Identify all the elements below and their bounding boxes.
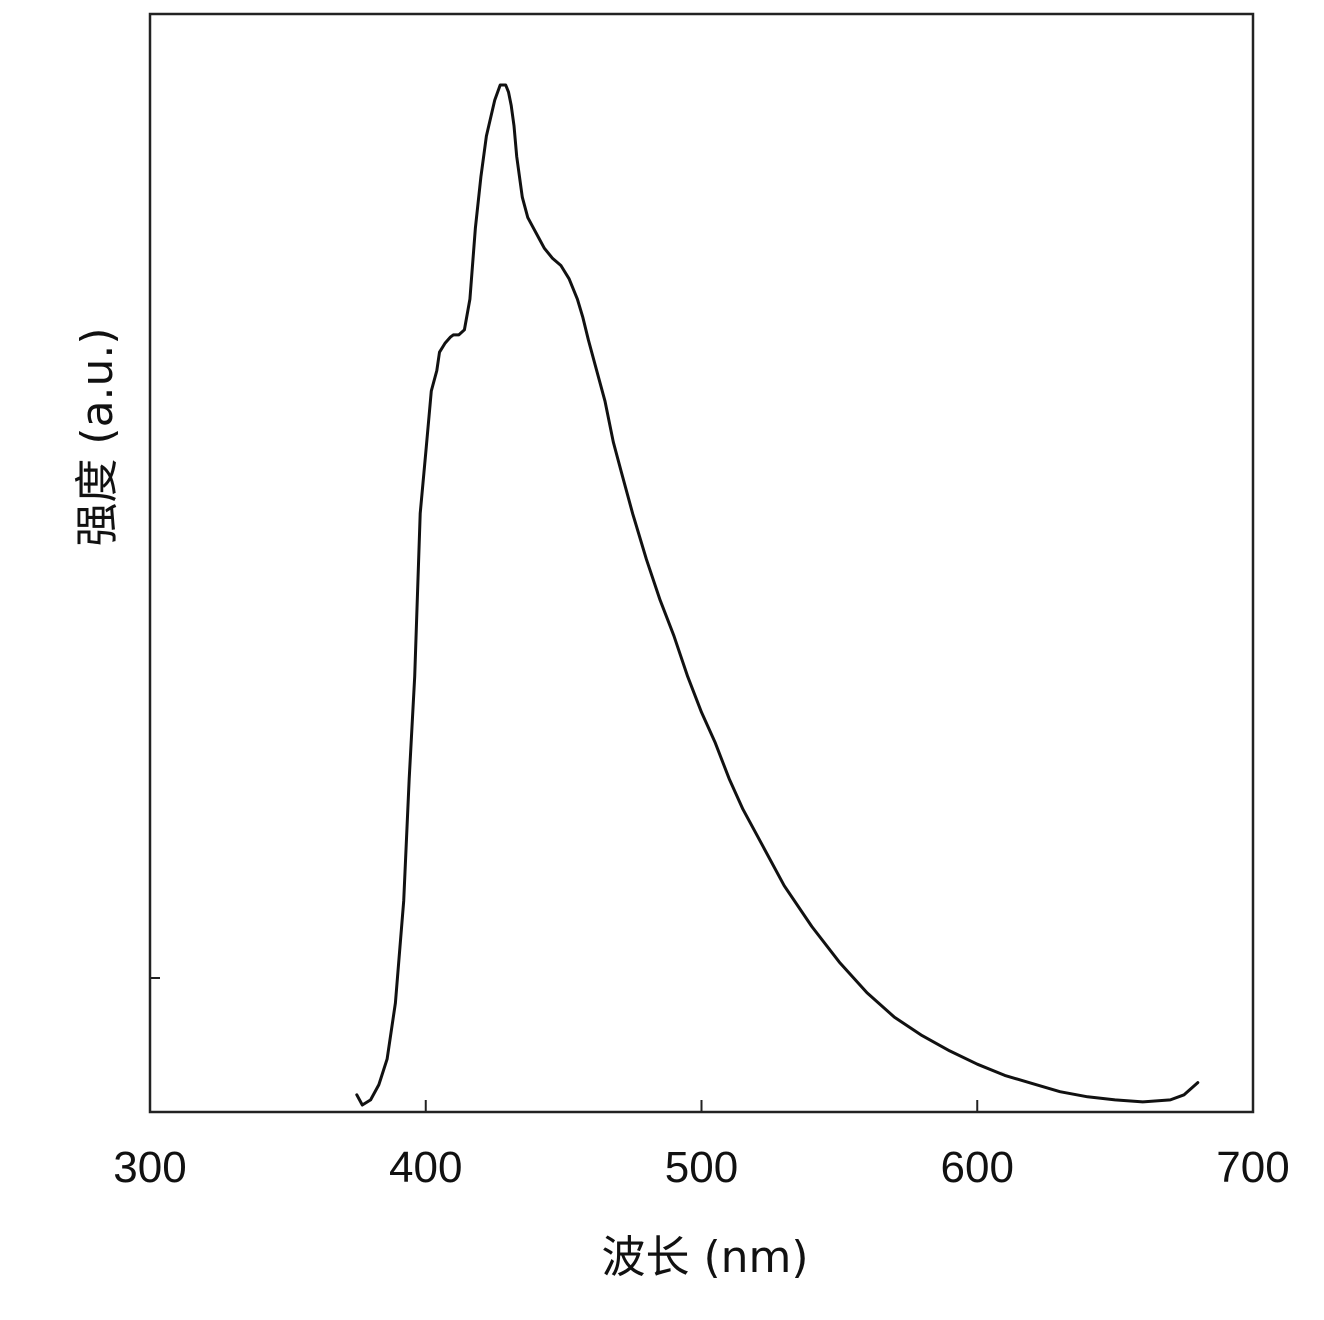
x-ticks xyxy=(426,1100,978,1112)
x-tick-label: 300 xyxy=(113,1143,186,1192)
x-tick-label: 400 xyxy=(389,1143,462,1192)
x-tick-labels: 300 400 500 600 700 xyxy=(113,1143,1289,1192)
y-axis-title: 强度 (a.u.) xyxy=(72,327,123,546)
plot-frame xyxy=(150,14,1253,1112)
x-tick-label: 500 xyxy=(665,1143,738,1192)
series-line xyxy=(357,85,1198,1105)
x-axis-title: 波长 (nm) xyxy=(601,1232,808,1283)
x-tick-label: 600 xyxy=(941,1143,1014,1192)
x-tick-label: 700 xyxy=(1216,1143,1289,1192)
